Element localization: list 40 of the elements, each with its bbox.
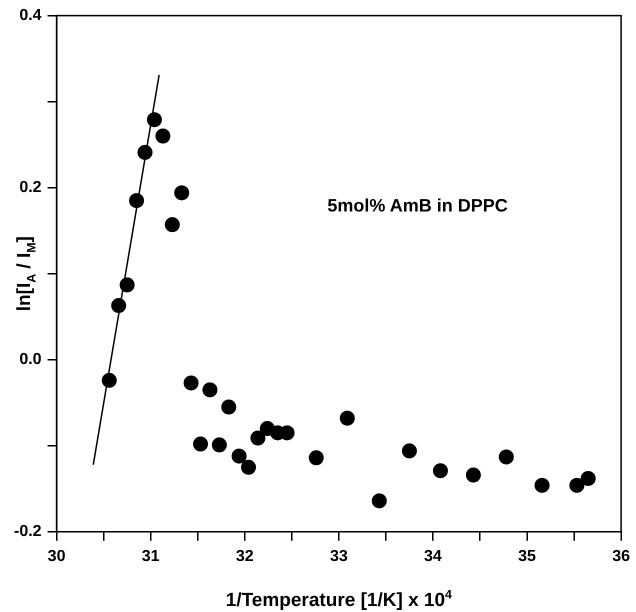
point — [155, 128, 170, 144]
y-axis-title: ln[IA / IM] — [14, 236, 39, 312]
annotation: 5mol% AmB in DPPC — [327, 196, 508, 216]
point — [372, 493, 387, 508]
y-tick-label: -0.2 — [14, 523, 42, 540]
point — [569, 478, 584, 493]
point — [138, 144, 153, 160]
point — [402, 443, 417, 458]
x-tick-label: 33 — [330, 548, 348, 565]
point — [102, 372, 117, 388]
y-tick-label: 0.0 — [19, 351, 42, 368]
point — [250, 430, 266, 446]
point — [308, 450, 324, 466]
point — [241, 460, 256, 475]
point — [146, 112, 162, 128]
point — [120, 277, 135, 292]
y-tick-label: 0.2 — [19, 179, 42, 196]
point — [129, 193, 144, 208]
y-tick-label: 0.4 — [19, 7, 42, 24]
point — [212, 437, 227, 452]
x-tick-label: 31 — [142, 548, 160, 565]
x-tick-label: 32 — [236, 548, 254, 565]
point — [232, 448, 247, 464]
point — [466, 468, 481, 483]
x-tick-label: 35 — [518, 548, 536, 565]
point — [202, 382, 218, 398]
x-tick-label: 30 — [48, 548, 66, 565]
point — [534, 478, 550, 493]
x-tick-label: 36 — [612, 548, 630, 565]
x-tick-label: 34 — [424, 548, 442, 565]
point — [174, 185, 190, 200]
point — [221, 400, 236, 415]
point — [432, 463, 448, 478]
point — [184, 375, 199, 390]
point — [498, 449, 514, 464]
point — [580, 470, 596, 486]
point — [193, 436, 208, 452]
point — [111, 298, 126, 314]
point — [164, 217, 180, 232]
point — [340, 410, 355, 426]
